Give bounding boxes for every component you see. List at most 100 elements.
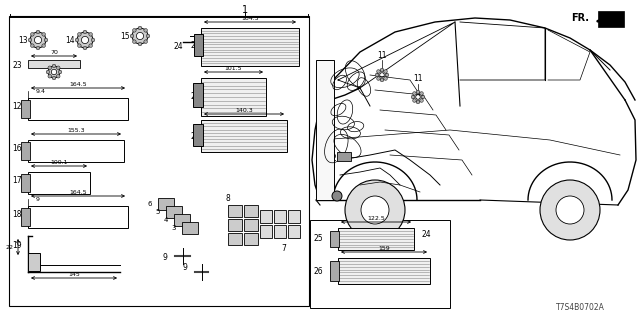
Text: 145: 145 [68,271,80,276]
Bar [260,225,272,238]
Bar [288,225,300,238]
Bar [338,228,414,250]
Bar [228,205,242,217]
Circle shape [380,68,384,72]
Text: 159: 159 [378,245,390,251]
Bar [21,142,30,160]
Circle shape [48,66,52,69]
Bar [193,83,203,107]
Text: 3: 3 [172,225,176,231]
Circle shape [92,38,95,42]
Text: 24: 24 [173,42,182,51]
Circle shape [76,38,79,42]
Bar [244,219,258,231]
Text: 4: 4 [164,217,168,223]
Bar [201,28,299,66]
Circle shape [420,99,423,102]
Bar [21,100,30,118]
Circle shape [30,32,46,48]
Text: 22: 22 [6,244,14,250]
Circle shape [31,44,34,47]
Circle shape [46,70,50,74]
Circle shape [36,30,40,34]
Circle shape [138,42,142,46]
Circle shape [413,99,416,102]
Bar [158,198,174,210]
Bar [193,124,203,146]
Text: 100.1: 100.1 [51,159,68,164]
Bar [28,172,90,194]
Text: 14: 14 [65,36,75,44]
Circle shape [132,28,136,32]
Text: 24: 24 [422,229,431,238]
Bar [166,206,182,218]
Circle shape [345,180,405,240]
Text: 11: 11 [377,51,387,60]
Text: 13: 13 [19,36,28,44]
Text: 21: 21 [191,92,200,100]
Text: 17: 17 [12,175,22,185]
Bar [244,233,258,245]
Text: 9: 9 [182,263,188,273]
Text: 23: 23 [12,60,22,69]
Bar [338,258,430,284]
Circle shape [421,95,425,99]
Circle shape [89,33,92,36]
Bar [228,233,242,245]
Circle shape [375,73,379,77]
Bar [174,214,190,226]
Circle shape [416,90,420,94]
Text: 25: 25 [314,234,324,243]
Circle shape [146,34,150,38]
Circle shape [56,75,60,78]
Circle shape [52,76,56,80]
Text: T7S4B0702A: T7S4B0702A [556,303,604,313]
Text: 8: 8 [225,194,230,203]
Text: 164.5: 164.5 [69,82,87,86]
Bar [260,210,272,223]
Circle shape [144,28,147,32]
Circle shape [361,196,389,224]
Circle shape [144,40,147,44]
Bar [337,152,351,161]
Text: 18: 18 [13,210,22,219]
Circle shape [35,36,42,44]
Circle shape [412,95,415,99]
Text: 26: 26 [314,268,324,276]
Circle shape [48,66,60,78]
Circle shape [540,180,600,240]
Circle shape [81,36,88,44]
Bar [330,231,339,247]
Text: 122.5: 122.5 [367,215,385,220]
Circle shape [44,38,48,42]
Circle shape [31,33,34,36]
Bar [28,60,80,68]
Circle shape [48,75,52,78]
Circle shape [58,70,62,74]
Text: 15: 15 [120,31,130,41]
Circle shape [56,66,60,69]
Bar [274,210,286,223]
Bar [21,174,30,192]
Circle shape [36,46,40,50]
Circle shape [52,64,56,68]
Text: 155.3: 155.3 [67,127,85,132]
Text: 9: 9 [36,196,40,202]
Bar [288,210,300,223]
Circle shape [413,92,423,102]
Bar [201,120,287,152]
Circle shape [83,30,87,34]
Text: 9.4: 9.4 [36,89,46,93]
Text: 12: 12 [13,101,22,110]
Bar [228,219,242,231]
Circle shape [136,32,143,40]
Text: 19: 19 [12,241,22,250]
Bar [194,34,203,56]
Circle shape [132,40,136,44]
Text: 1: 1 [242,5,248,15]
Circle shape [51,69,57,75]
Circle shape [556,196,584,224]
Text: FR.: FR. [571,13,589,23]
Text: 5: 5 [156,209,160,215]
Bar [28,206,128,228]
